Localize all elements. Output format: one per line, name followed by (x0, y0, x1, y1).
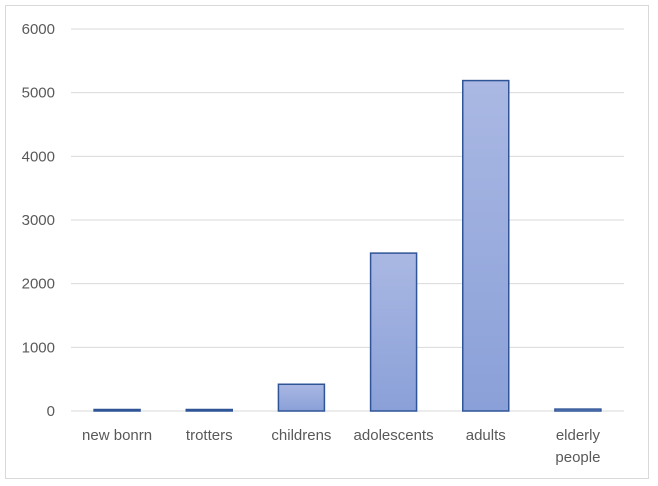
bar (277, 383, 326, 412)
bar (462, 79, 510, 412)
y-tick-label: 2000 (22, 276, 55, 293)
x-tick-label: people (555, 449, 600, 466)
y-tick-label: 1000 (22, 339, 55, 356)
y-tick-label: 0 (47, 403, 55, 420)
x-tick-label: adults (466, 427, 506, 444)
y-tick-label: 4000 (22, 148, 55, 165)
bar (554, 408, 602, 412)
x-tick-label: childrens (271, 427, 331, 444)
y-tick-label: 5000 (22, 85, 55, 102)
chart-area (5, 5, 649, 479)
bar (185, 408, 233, 412)
bar (93, 408, 141, 412)
bars (93, 79, 602, 412)
x-tick-label: elderly (556, 427, 601, 444)
y-axis-ticks: 0 1000 2000 3000 4000 5000 6000 (22, 21, 55, 420)
bar (369, 252, 418, 412)
gridlines (71, 28, 624, 412)
x-axis-labels: new bonrn trotters childrens adolescents adu… (82, 427, 600, 466)
x-tick-label: new bonrn (82, 427, 152, 444)
x-tick-label: trotters (186, 427, 233, 444)
y-tick-label: 6000 (22, 21, 55, 38)
x-tick-label: adolescents (354, 427, 434, 444)
y-tick-label: 3000 (22, 212, 55, 229)
